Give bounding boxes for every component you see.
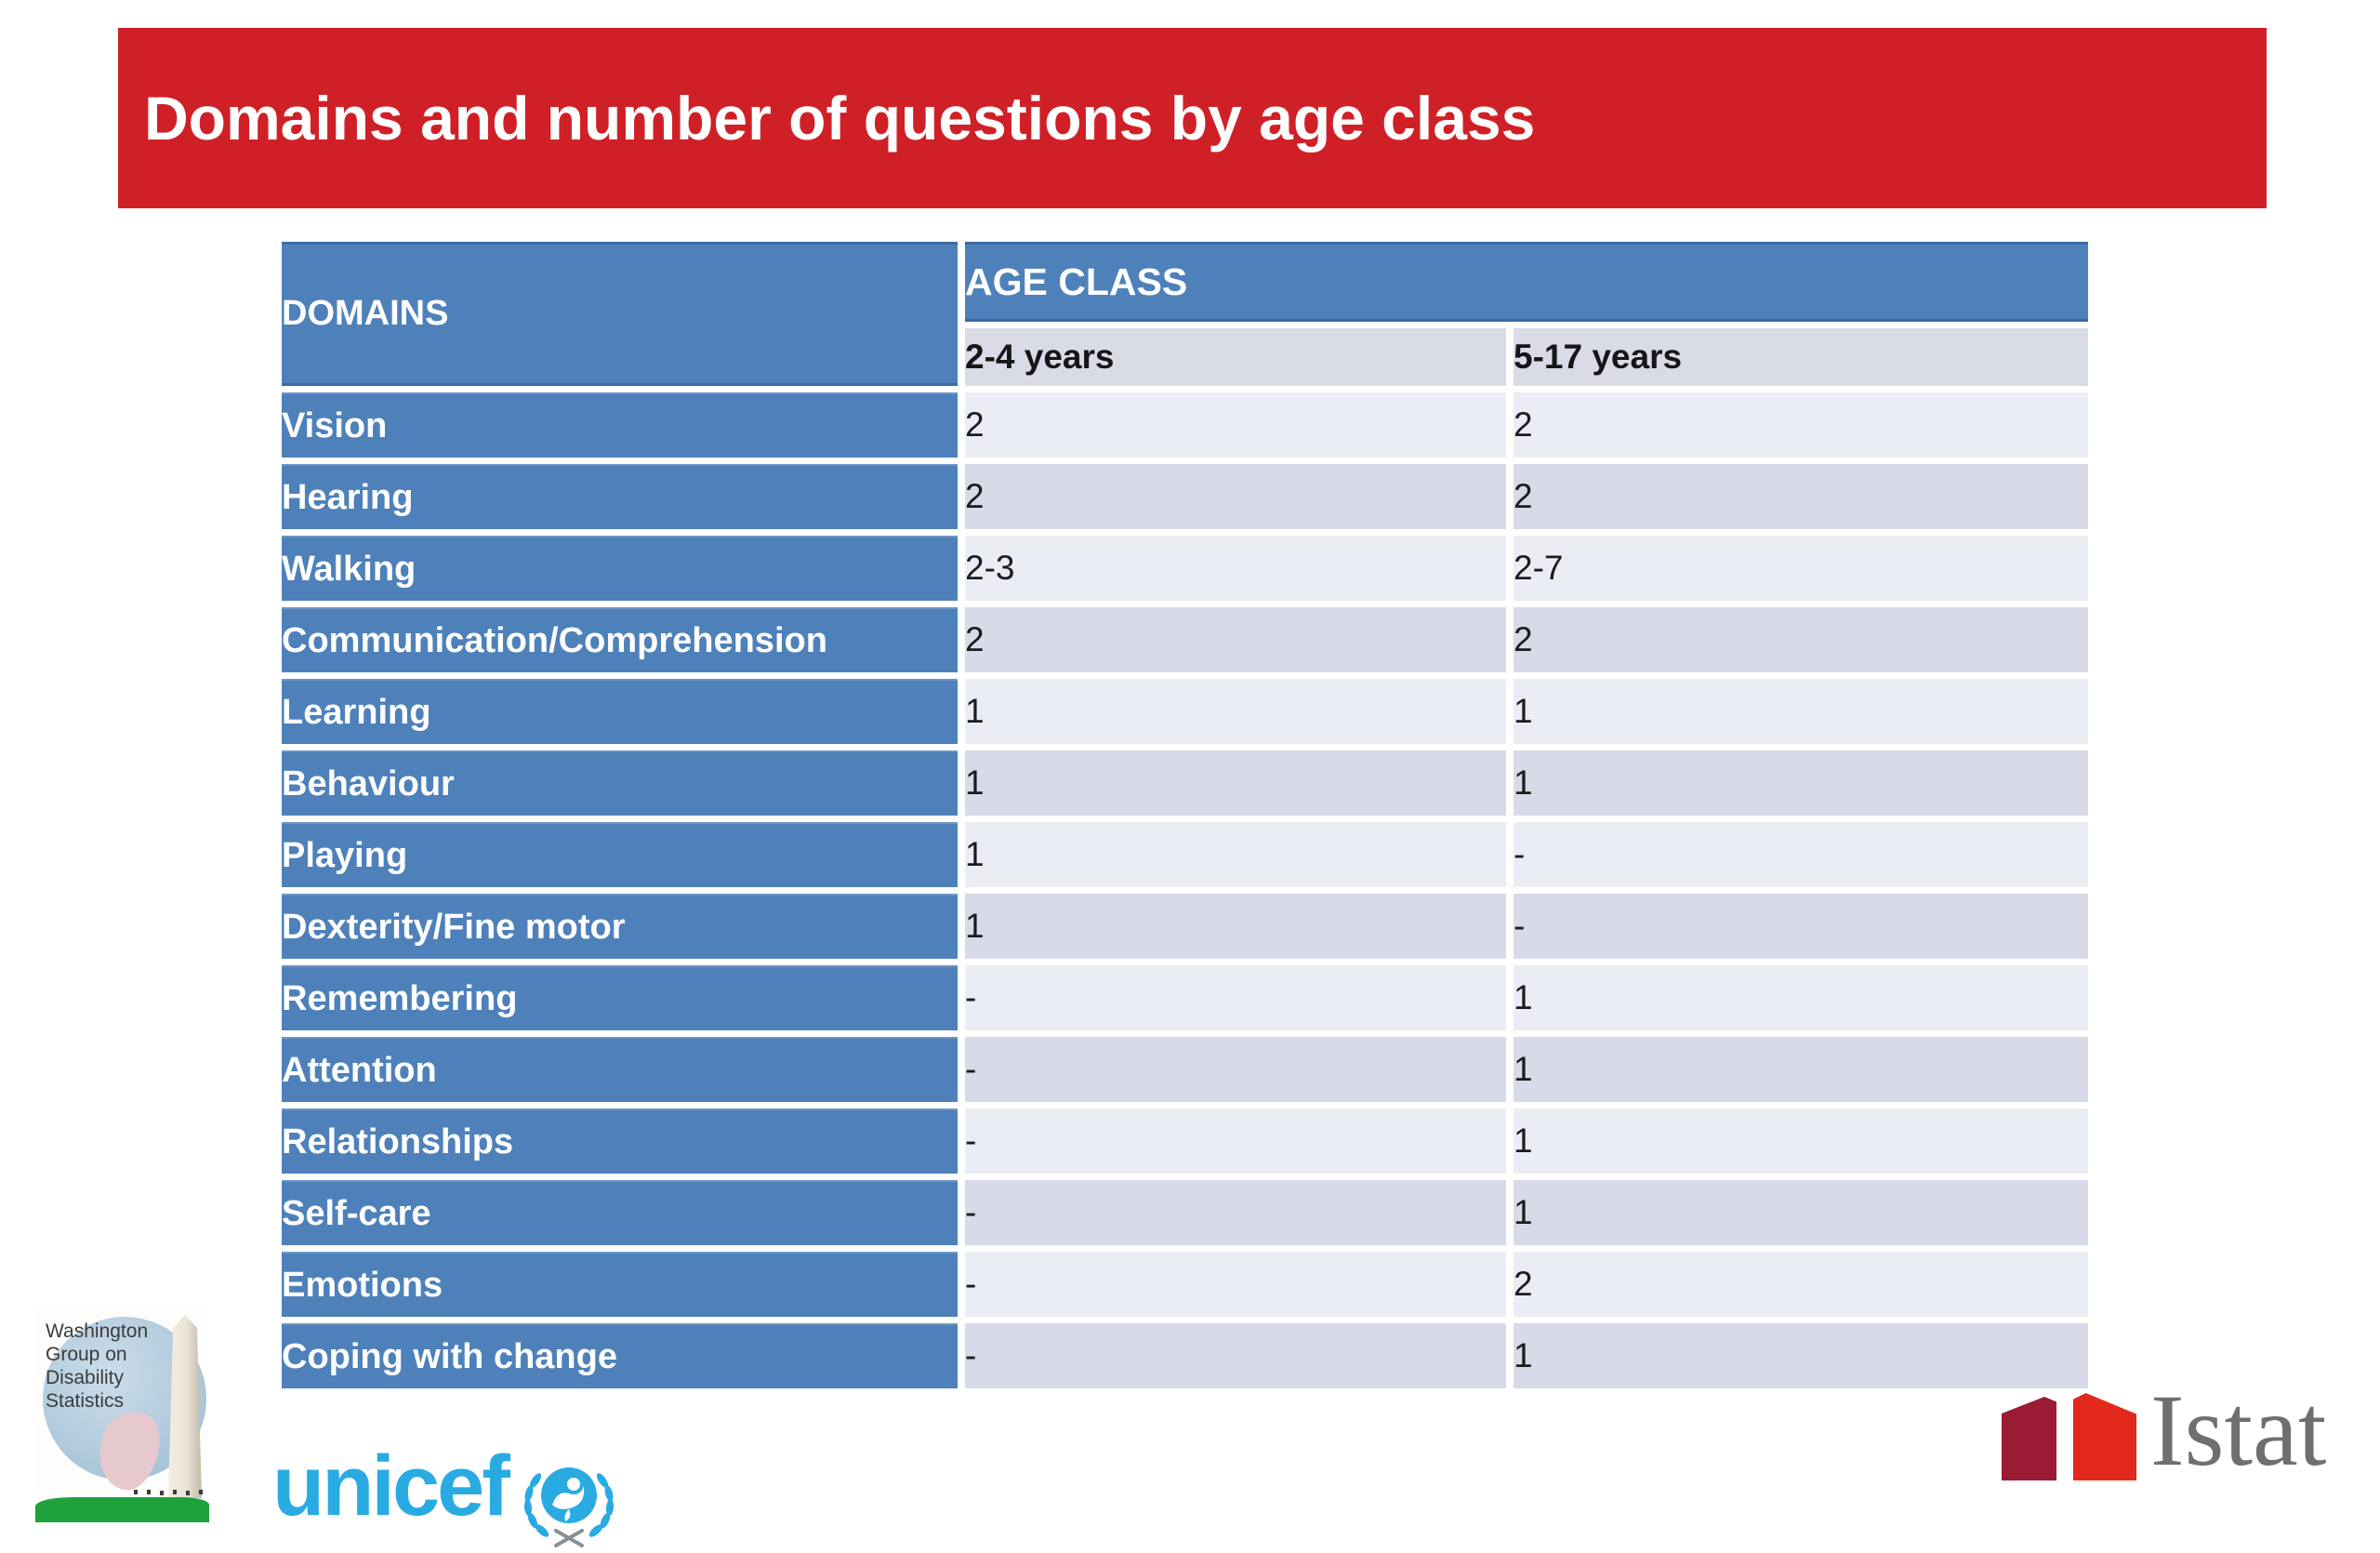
value-cell-5-17: 2 [1514, 607, 2088, 672]
table-row: Dexterity/Fine motor 1 - [282, 894, 2088, 959]
domain-label-cell: Behaviour [282, 750, 958, 816]
istat-logo: Istat [2002, 1379, 2326, 1490]
domain-label-cell: Learning [282, 679, 958, 744]
table-row: Vision 2 2 [282, 392, 2088, 458]
table-subheader-row: 2-4 years 5-17 years [282, 328, 2088, 386]
domains-header-cell: DOMAINS [282, 242, 958, 386]
table-row: Walking 2-3 2-7 [282, 536, 2088, 601]
table-row: Remembering - 1 [282, 965, 2088, 1030]
table-row: Attention - 1 [282, 1037, 2088, 1102]
domain-label-cell: Playing [282, 822, 958, 887]
value-cell-5-17: - [1514, 894, 2088, 959]
domain-label-cell: Communication/Comprehension [282, 607, 958, 672]
value-cell-5-17: 1 [1514, 1108, 2088, 1174]
value-cell-5-17: 2 [1514, 392, 2088, 458]
age-class-header-cell: AGE CLASS [965, 242, 2088, 322]
domain-label-cell: Self-care [282, 1180, 958, 1245]
wg-label-line: Group on [46, 1344, 127, 1365]
domain-label-cell: Walking [282, 536, 958, 601]
wg-label-line: Disability [46, 1367, 125, 1388]
istat-wordmark: Istat [2150, 1374, 2327, 1487]
wg-label-line: Washington [46, 1321, 149, 1342]
washington-group-logo: Washington Group on Disability Statistic… [35, 1307, 209, 1522]
table-row: Behaviour 1 1 [282, 750, 2088, 816]
domain-label-cell: Coping with change [282, 1323, 958, 1388]
table-row: Hearing 2 2 [282, 464, 2088, 529]
table-header-row: DOMAINS AGE CLASS [282, 242, 2088, 386]
unicef-wordmark: unicef [272, 1439, 510, 1533]
value-cell-5-17: 1 [1514, 1323, 2088, 1388]
value-cell-5-17: 1 [1514, 1037, 2088, 1102]
value-cell-2-4: 2 [965, 464, 1506, 529]
domain-label-cell: Vision [282, 392, 958, 458]
domain-label-cell: Remembering [282, 965, 958, 1030]
domain-label-cell: Emotions [282, 1252, 958, 1317]
table-row: Communication/Comprehension 2 2 [282, 607, 2088, 672]
domains-table: DOMAINS AGE CLASS 2-4 years 5-17 years V… [274, 235, 2096, 1395]
value-cell-5-17: 1 [1514, 750, 2088, 816]
unicef-logo: unicef [272, 1439, 617, 1553]
subheader-5-17-years: 5-17 years [1514, 328, 2088, 386]
domains-table-container: DOMAINS AGE CLASS 2-4 years 5-17 years V… [274, 235, 2096, 1395]
value-cell-5-17: 2 [1514, 464, 2088, 529]
value-cell-2-4: - [965, 965, 1506, 1030]
domain-label-cell: Attention [282, 1037, 958, 1102]
grass-strip [35, 1497, 209, 1522]
subheader-2-4-years: 2-4 years [965, 328, 1506, 386]
value-cell-2-4: - [965, 1180, 1506, 1245]
unicef-emblem-icon [523, 1467, 614, 1547]
value-cell-2-4: 1 [965, 822, 1506, 887]
table-row: Playing 1 - [282, 822, 2088, 887]
value-cell-5-17: 2 [1514, 1252, 2088, 1317]
value-cell-2-4: 2 [965, 392, 1506, 458]
table-row: Learning 1 1 [282, 679, 2088, 744]
table-row: Relationships - 1 [282, 1108, 2088, 1174]
domain-label-cell: Relationships [282, 1108, 958, 1174]
value-cell-2-4: - [965, 1252, 1506, 1317]
value-cell-2-4: - [965, 1108, 1506, 1174]
istat-book-mark-icon [2002, 1397, 2056, 1480]
value-cell-2-4: 1 [965, 750, 1506, 816]
value-cell-2-4: - [965, 1323, 1506, 1388]
table-row: Coping with change - 1 [282, 1323, 2088, 1388]
value-cell-2-4: - [965, 1037, 1506, 1102]
table-row: Self-care - 1 [282, 1180, 2088, 1245]
slide-title: Domains and number of questions by age c… [144, 84, 1536, 153]
table-row: Emotions - 2 [282, 1252, 2088, 1317]
value-cell-5-17: 1 [1514, 965, 2088, 1030]
domain-label-cell: Dexterity/Fine motor [282, 894, 958, 959]
value-cell-2-4: 2-3 [965, 536, 1506, 601]
washington-group-label: Washington Group on Disability Statistic… [46, 1320, 148, 1413]
value-cell-5-17: 1 [1514, 679, 2088, 744]
domain-label-cell: Hearing [282, 464, 958, 529]
value-cell-5-17: - [1514, 822, 2088, 887]
value-cell-2-4: 1 [965, 894, 1506, 959]
value-cell-5-17: 2-7 [1514, 536, 2088, 601]
wg-label-line: Statistics [46, 1390, 125, 1412]
washington-monument-icon [168, 1315, 202, 1498]
continent-shape [92, 1406, 166, 1495]
value-cell-5-17: 1 [1514, 1180, 2088, 1245]
istat-book-mark-icon [2073, 1393, 2136, 1480]
title-banner: Domains and number of questions by age c… [118, 28, 2267, 208]
figures-marks [134, 1490, 138, 1494]
value-cell-2-4: 1 [965, 679, 1506, 744]
value-cell-2-4: 2 [965, 607, 1506, 672]
